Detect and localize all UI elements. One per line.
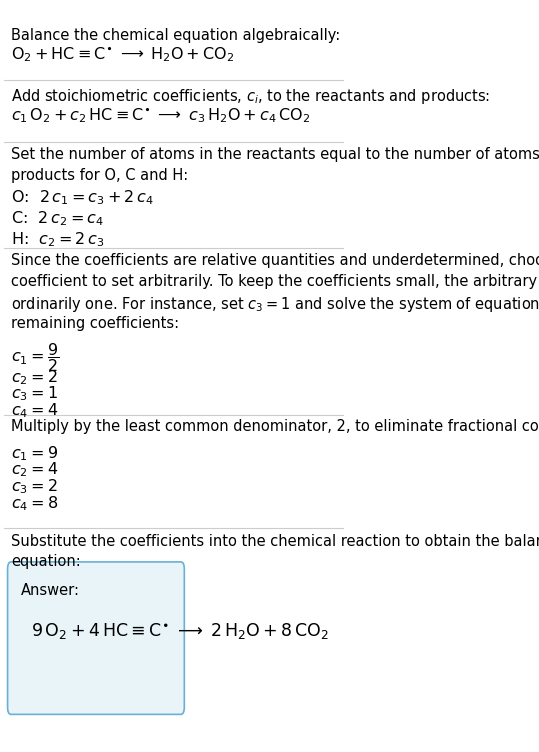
Text: $c_1 = 9$: $c_1 = 9$ (11, 444, 58, 462)
Text: $c_3 = 1$: $c_3 = 1$ (11, 384, 58, 403)
Text: Multiply by the least common denominator, 2, to eliminate fractional coefficient: Multiply by the least common denominator… (11, 419, 539, 434)
Text: O:  $2\,c_1 = c_3 + 2\,c_4$: O: $2\,c_1 = c_3 + 2\,c_4$ (11, 189, 154, 208)
Text: H:  $c_2 = 2\,c_3$: H: $c_2 = 2\,c_3$ (11, 230, 104, 249)
Text: $c_1 = \dfrac{9}{2}$: $c_1 = \dfrac{9}{2}$ (11, 341, 59, 374)
Text: $c_4 = 4$: $c_4 = 4$ (11, 401, 58, 420)
Text: Add stoichiometric coefficients, $c_i$, to the reactants and products:: Add stoichiometric coefficients, $c_i$, … (11, 87, 490, 107)
Text: ordinarily one. For instance, set $c_3 = 1$ and solve the system of equations fo: ordinarily one. For instance, set $c_3 =… (11, 295, 539, 314)
Text: $c_3 = 2$: $c_3 = 2$ (11, 478, 58, 496)
Text: $c_1\,\mathrm{O_2} + c_2\,\mathrm{HC{\equiv}C^{\bullet}} \;\longrightarrow\; c_3: $c_1\,\mathrm{O_2} + c_2\,\mathrm{HC{\eq… (11, 107, 310, 126)
Text: $c_2 = 2$: $c_2 = 2$ (11, 368, 58, 387)
Text: equation:: equation: (11, 554, 81, 569)
Text: remaining coefficients:: remaining coefficients: (11, 316, 179, 331)
Text: coefficient to set arbitrarily. To keep the coefficients small, the arbitrary va: coefficient to set arbitrarily. To keep … (11, 274, 539, 289)
Text: products for O, C and H:: products for O, C and H: (11, 168, 188, 183)
Text: Answer:: Answer: (21, 583, 80, 598)
Text: Balance the chemical equation algebraically:: Balance the chemical equation algebraica… (11, 28, 340, 43)
Text: C:  $2\,c_2 = c_4$: C: $2\,c_2 = c_4$ (11, 209, 103, 228)
Text: Since the coefficients are relative quantities and underdetermined, choose a: Since the coefficients are relative quan… (11, 253, 539, 268)
FancyBboxPatch shape (8, 562, 184, 714)
Text: $c_2 = 4$: $c_2 = 4$ (11, 461, 58, 480)
Text: $\mathrm{O_2 + HC{\equiv}C^{\bullet} \;\longrightarrow\; H_2O + CO_2}$: $\mathrm{O_2 + HC{\equiv}C^{\bullet} \;\… (11, 45, 234, 64)
Text: Substitute the coefficients into the chemical reaction to obtain the balanced: Substitute the coefficients into the che… (11, 534, 539, 549)
Text: $9\,\mathrm{O_2} + 4\,\mathrm{HC{\equiv}C^{\bullet}} \;\longrightarrow\; 2\,\mat: $9\,\mathrm{O_2} + 4\,\mathrm{HC{\equiv}… (31, 621, 329, 641)
Text: $c_4 = 8$: $c_4 = 8$ (11, 494, 58, 513)
Text: Set the number of atoms in the reactants equal to the number of atoms in the: Set the number of atoms in the reactants… (11, 147, 539, 162)
